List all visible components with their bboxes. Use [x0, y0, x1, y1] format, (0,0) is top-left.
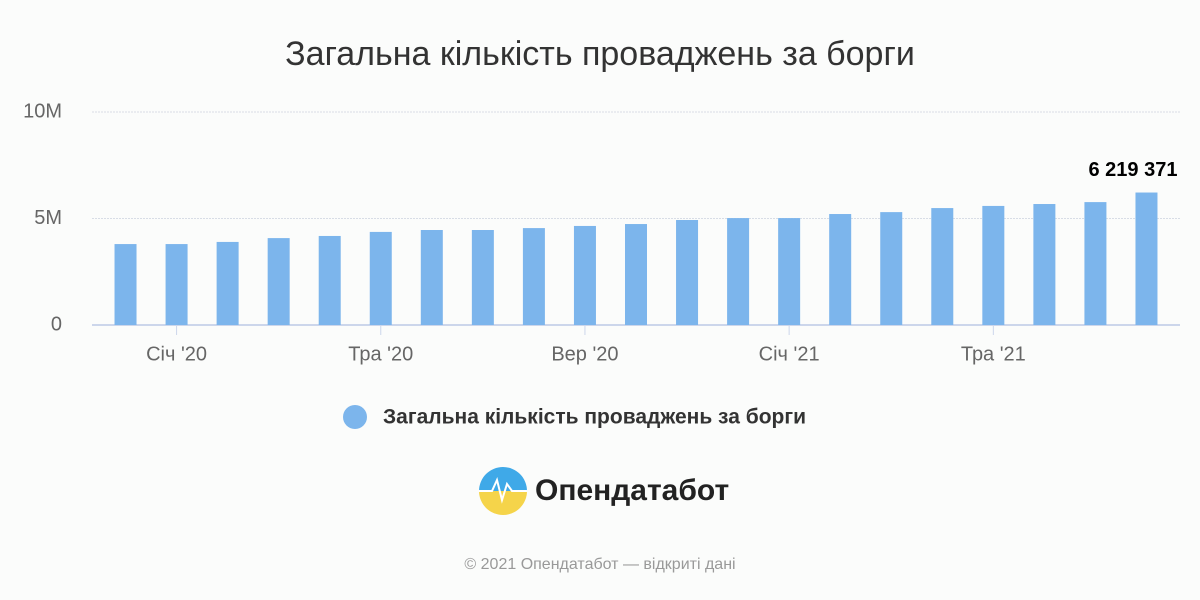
bar: [625, 224, 647, 325]
bar: [1084, 202, 1107, 325]
bar: [1135, 192, 1158, 325]
bar: [420, 230, 443, 325]
bar: [267, 238, 290, 325]
bar: [318, 235, 341, 325]
bar: [1033, 204, 1056, 325]
y-tick-label: 5M: [34, 207, 62, 229]
bar: [778, 218, 801, 325]
bar: [931, 208, 954, 325]
data-label: 6 219 371: [1089, 159, 1178, 181]
footer: © 2021 Опендатабот — відкриті дані: [464, 556, 735, 573]
bar: [522, 228, 545, 325]
bar: [676, 219, 699, 325]
brand: Опендатабот: [535, 474, 729, 507]
bar: [165, 244, 188, 325]
bar: [573, 225, 596, 325]
bar: [114, 244, 137, 325]
x-tick-label: Вер '20: [551, 343, 618, 365]
bar: [982, 205, 1005, 325]
y-tick-label: 10M: [23, 100, 62, 122]
legend-marker: [343, 405, 367, 429]
x-tick-label: Тра '20: [348, 343, 413, 365]
bar: [727, 218, 750, 325]
chart-title: Загальна кількість проваджень за борги: [285, 35, 915, 73]
x-tick-label: Січ '20: [146, 343, 207, 365]
x-tick-label: Січ '21: [759, 343, 820, 365]
y-tick-label: 0: [51, 313, 62, 335]
bar: [880, 212, 903, 325]
x-tick-label: Тра '21: [961, 343, 1026, 365]
legend-label: Загальна кількість проваджень за борги: [383, 406, 806, 429]
bar: [369, 231, 392, 325]
logo-icon: [479, 467, 527, 515]
bar: [829, 214, 852, 325]
bar: [471, 230, 494, 325]
bar: [216, 241, 239, 325]
